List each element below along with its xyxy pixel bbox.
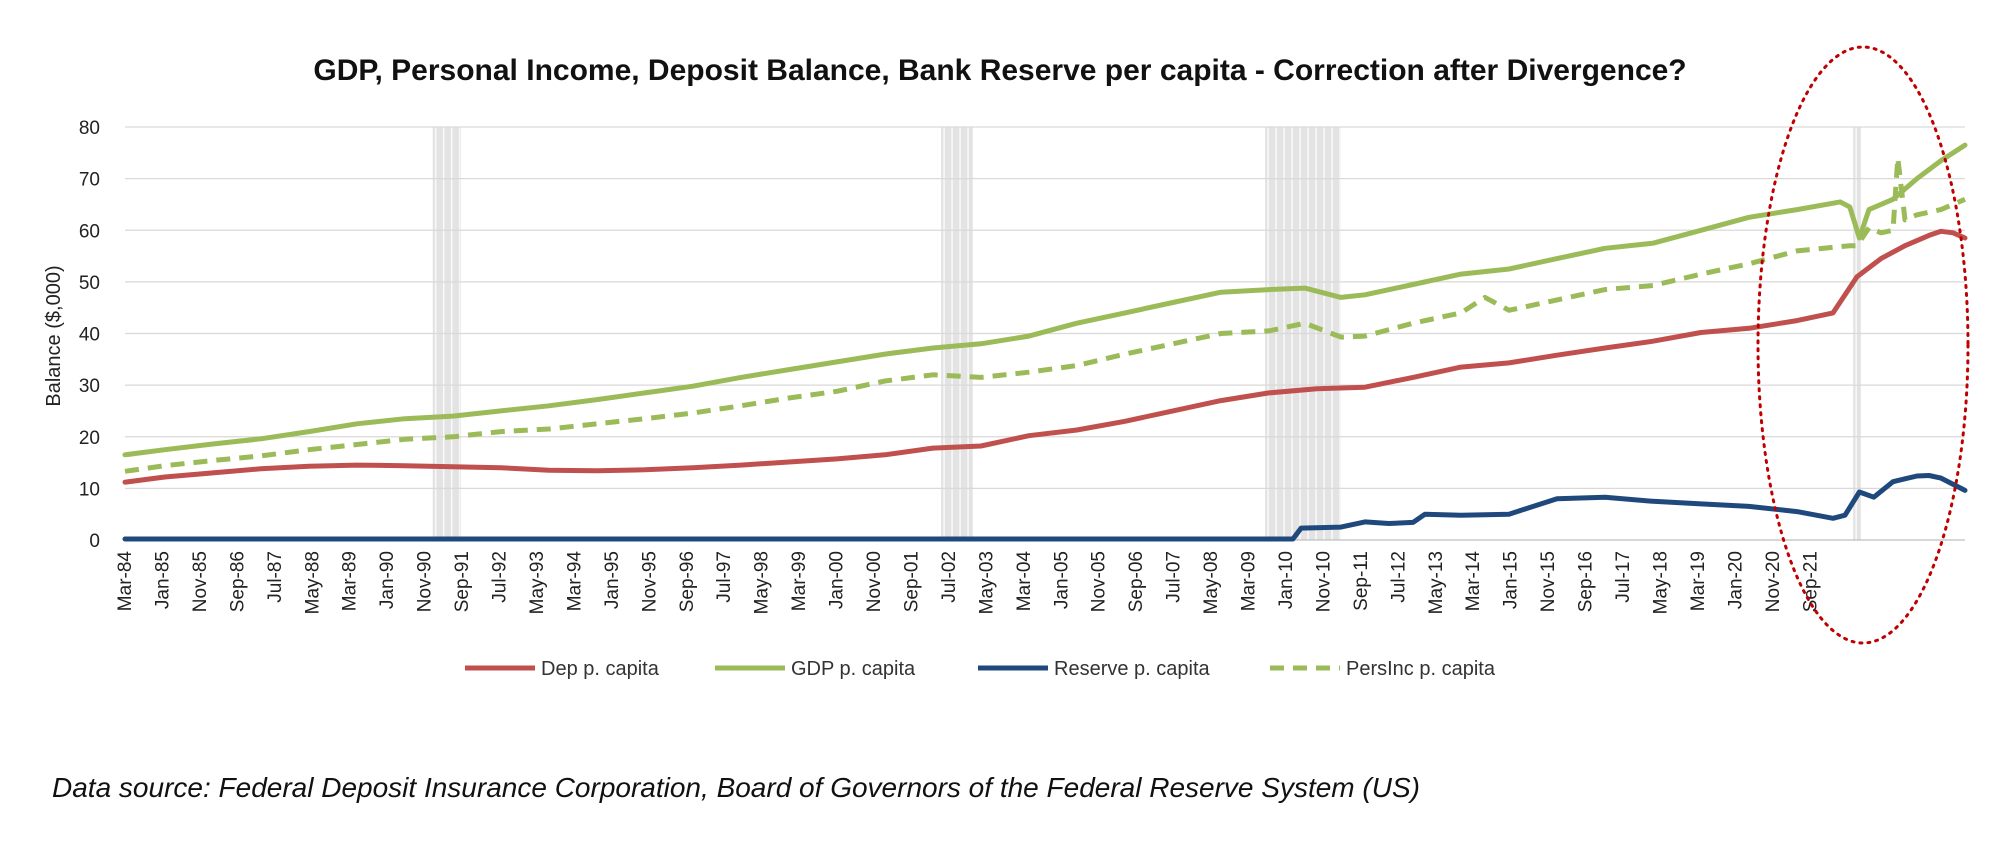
x-tick-label: Jul-87 xyxy=(265,551,286,603)
y-tick-label: 50 xyxy=(79,273,100,294)
legend: Dep p. capita GDP p. capita Reserve p. cap… xyxy=(465,658,1496,680)
x-tick-label: Jan-90 xyxy=(377,551,398,609)
x-tick-label: Sep-06 xyxy=(1126,551,1147,612)
x-tick-label: Nov-20 xyxy=(1763,551,1784,612)
x-tick-label: Mar-14 xyxy=(1463,551,1484,612)
x-tick-label: Jan-00 xyxy=(827,551,848,609)
x-tick-label: Jan-10 xyxy=(1276,551,1297,609)
x-tick-label: Sep-86 xyxy=(227,551,248,612)
x-tick-label: Nov-15 xyxy=(1538,551,1559,612)
series-line-reserve-p-capita xyxy=(122,473,1968,542)
x-tick-label: Nov-05 xyxy=(1089,551,1110,612)
x-tick-label: Jan-20 xyxy=(1725,551,1746,609)
x-tick-label: Mar-89 xyxy=(340,551,361,611)
y-tick-label: 10 xyxy=(79,479,100,500)
y-tick-label: 0 xyxy=(89,531,100,552)
x-tick-label: Jan-95 xyxy=(602,551,623,609)
data-source-note: Data source: Federal Deposit Insurance C… xyxy=(52,772,1420,803)
x-tick-label: Nov-10 xyxy=(1313,551,1334,612)
x-tick-label: May-93 xyxy=(527,551,548,614)
y-tick-label: 30 xyxy=(79,376,100,397)
x-tick-label: Jan-15 xyxy=(1501,551,1522,609)
x-tick-label: Jul-97 xyxy=(714,551,735,603)
chart-title: GDP, Personal Income, Deposit Balance, B… xyxy=(313,54,1686,87)
series-line-gdp-p-capita xyxy=(122,142,1968,458)
x-axis-ticks: Mar-84 Jan-85 Nov-85 Sep-86 Jul-87 May-88 Mar-… xyxy=(115,551,1821,615)
x-tick-label: Nov-00 xyxy=(864,551,885,612)
x-tick-label: Nov-90 xyxy=(415,551,436,612)
legend-label: Dep p. capita xyxy=(541,658,660,680)
x-tick-label: Jan-85 xyxy=(152,551,173,609)
series-line-persinc-p-capita xyxy=(124,155,1966,474)
x-tick-label: Sep-91 xyxy=(452,551,473,612)
y-tick-label: 60 xyxy=(79,221,100,242)
y-tick-label: 20 xyxy=(79,428,100,449)
y-tick-label: 40 xyxy=(79,325,100,346)
x-tick-label: Jul-17 xyxy=(1613,551,1634,603)
y-tick-label: 80 xyxy=(79,118,100,139)
x-tick-label: Jul-92 xyxy=(490,551,511,603)
x-tick-label: Jul-12 xyxy=(1388,551,1409,603)
y-axis-ticks: 0 10 20 30 40 50 60 70 80 xyxy=(79,118,100,552)
x-tick-label: Mar-19 xyxy=(1688,551,1709,611)
x-tick-label: Mar-04 xyxy=(1014,551,1035,612)
x-tick-label: May-18 xyxy=(1650,551,1671,614)
x-tick-label: Sep-11 xyxy=(1351,551,1372,611)
x-tick-label: May-98 xyxy=(752,551,773,614)
x-tick-label: Jul-07 xyxy=(1164,551,1185,603)
x-tick-label: Mar-99 xyxy=(789,551,810,611)
series-line-dep-p-capita xyxy=(122,228,1968,485)
x-tick-label: Mar-94 xyxy=(564,551,585,612)
x-tick-label: Mar-09 xyxy=(1239,551,1260,611)
x-tick-label: Jan-05 xyxy=(1051,551,1072,609)
x-tick-label: Nov-85 xyxy=(190,551,211,612)
x-tick-label: Jul-02 xyxy=(939,551,960,603)
legend-label: Reserve p. capita xyxy=(1054,658,1211,680)
x-tick-label: Nov-95 xyxy=(639,551,660,612)
x-tick-label: May-08 xyxy=(1201,551,1222,614)
x-tick-label: Sep-16 xyxy=(1576,551,1597,612)
x-tick-label: Sep-96 xyxy=(677,551,698,612)
series-lines xyxy=(122,142,1968,542)
legend-label: GDP p. capita xyxy=(791,658,916,680)
y-tick-label: 70 xyxy=(79,170,100,191)
legend-label: PersInc p. capita xyxy=(1346,658,1496,680)
x-tick-label: Sep-21 xyxy=(1800,551,1821,612)
x-tick-label: May-13 xyxy=(1426,551,1447,614)
x-tick-label: Mar-84 xyxy=(115,551,136,612)
x-tick-label: May-03 xyxy=(976,551,997,614)
y-axis-label: Balance ($,000) xyxy=(43,265,65,406)
highlight-ellipse xyxy=(1756,45,1970,645)
x-tick-label: May-88 xyxy=(302,551,323,614)
x-tick-label: Sep-01 xyxy=(901,551,922,612)
